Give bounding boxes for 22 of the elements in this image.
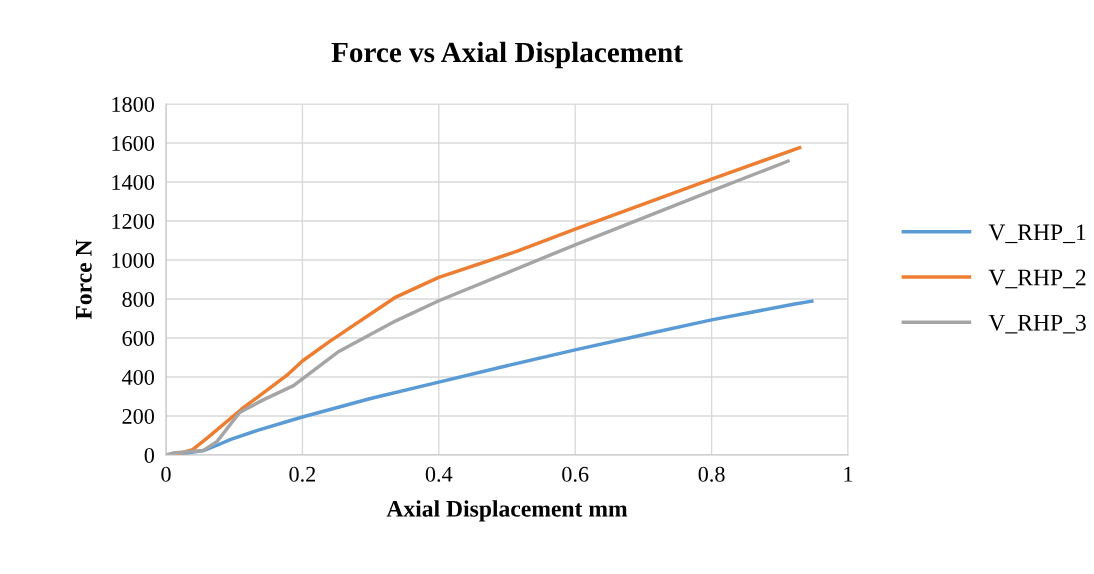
y-tick-label: 1600 bbox=[112, 135, 155, 151]
legend-label: V_RHP_3 bbox=[988, 314, 1086, 334]
legend-label: V_RHP_1 bbox=[988, 224, 1086, 244]
y-tick-label: 1000 bbox=[112, 252, 155, 268]
x-axis-title: Axial Displacement mm bbox=[386, 500, 628, 522]
y-tick-label: 1800 bbox=[112, 96, 155, 112]
y-axis-title: Force N bbox=[76, 239, 92, 320]
y-tick-label: 400 bbox=[121, 369, 155, 385]
x-tick-label: 1 bbox=[844, 466, 853, 482]
legend-label: V_RHP_2 bbox=[988, 269, 1086, 289]
y-tick-label: 0 bbox=[144, 447, 155, 463]
y-tick-label: 800 bbox=[122, 291, 155, 307]
chart-title: Force vs Axial Displacement bbox=[331, 41, 683, 69]
x-tick-label: 0.8 bbox=[698, 466, 725, 482]
x-tick-label: 0.6 bbox=[562, 466, 589, 482]
y-tick-label: 200 bbox=[122, 408, 155, 424]
y-tick-label: 1200 bbox=[112, 213, 155, 229]
x-tick-label: 0 bbox=[161, 466, 171, 482]
x-tick-label: 0.4 bbox=[425, 466, 453, 482]
y-tick-label: 600 bbox=[122, 330, 155, 346]
y-tick-label: 1400 bbox=[112, 174, 155, 190]
x-tick-label: 0.2 bbox=[289, 466, 316, 482]
